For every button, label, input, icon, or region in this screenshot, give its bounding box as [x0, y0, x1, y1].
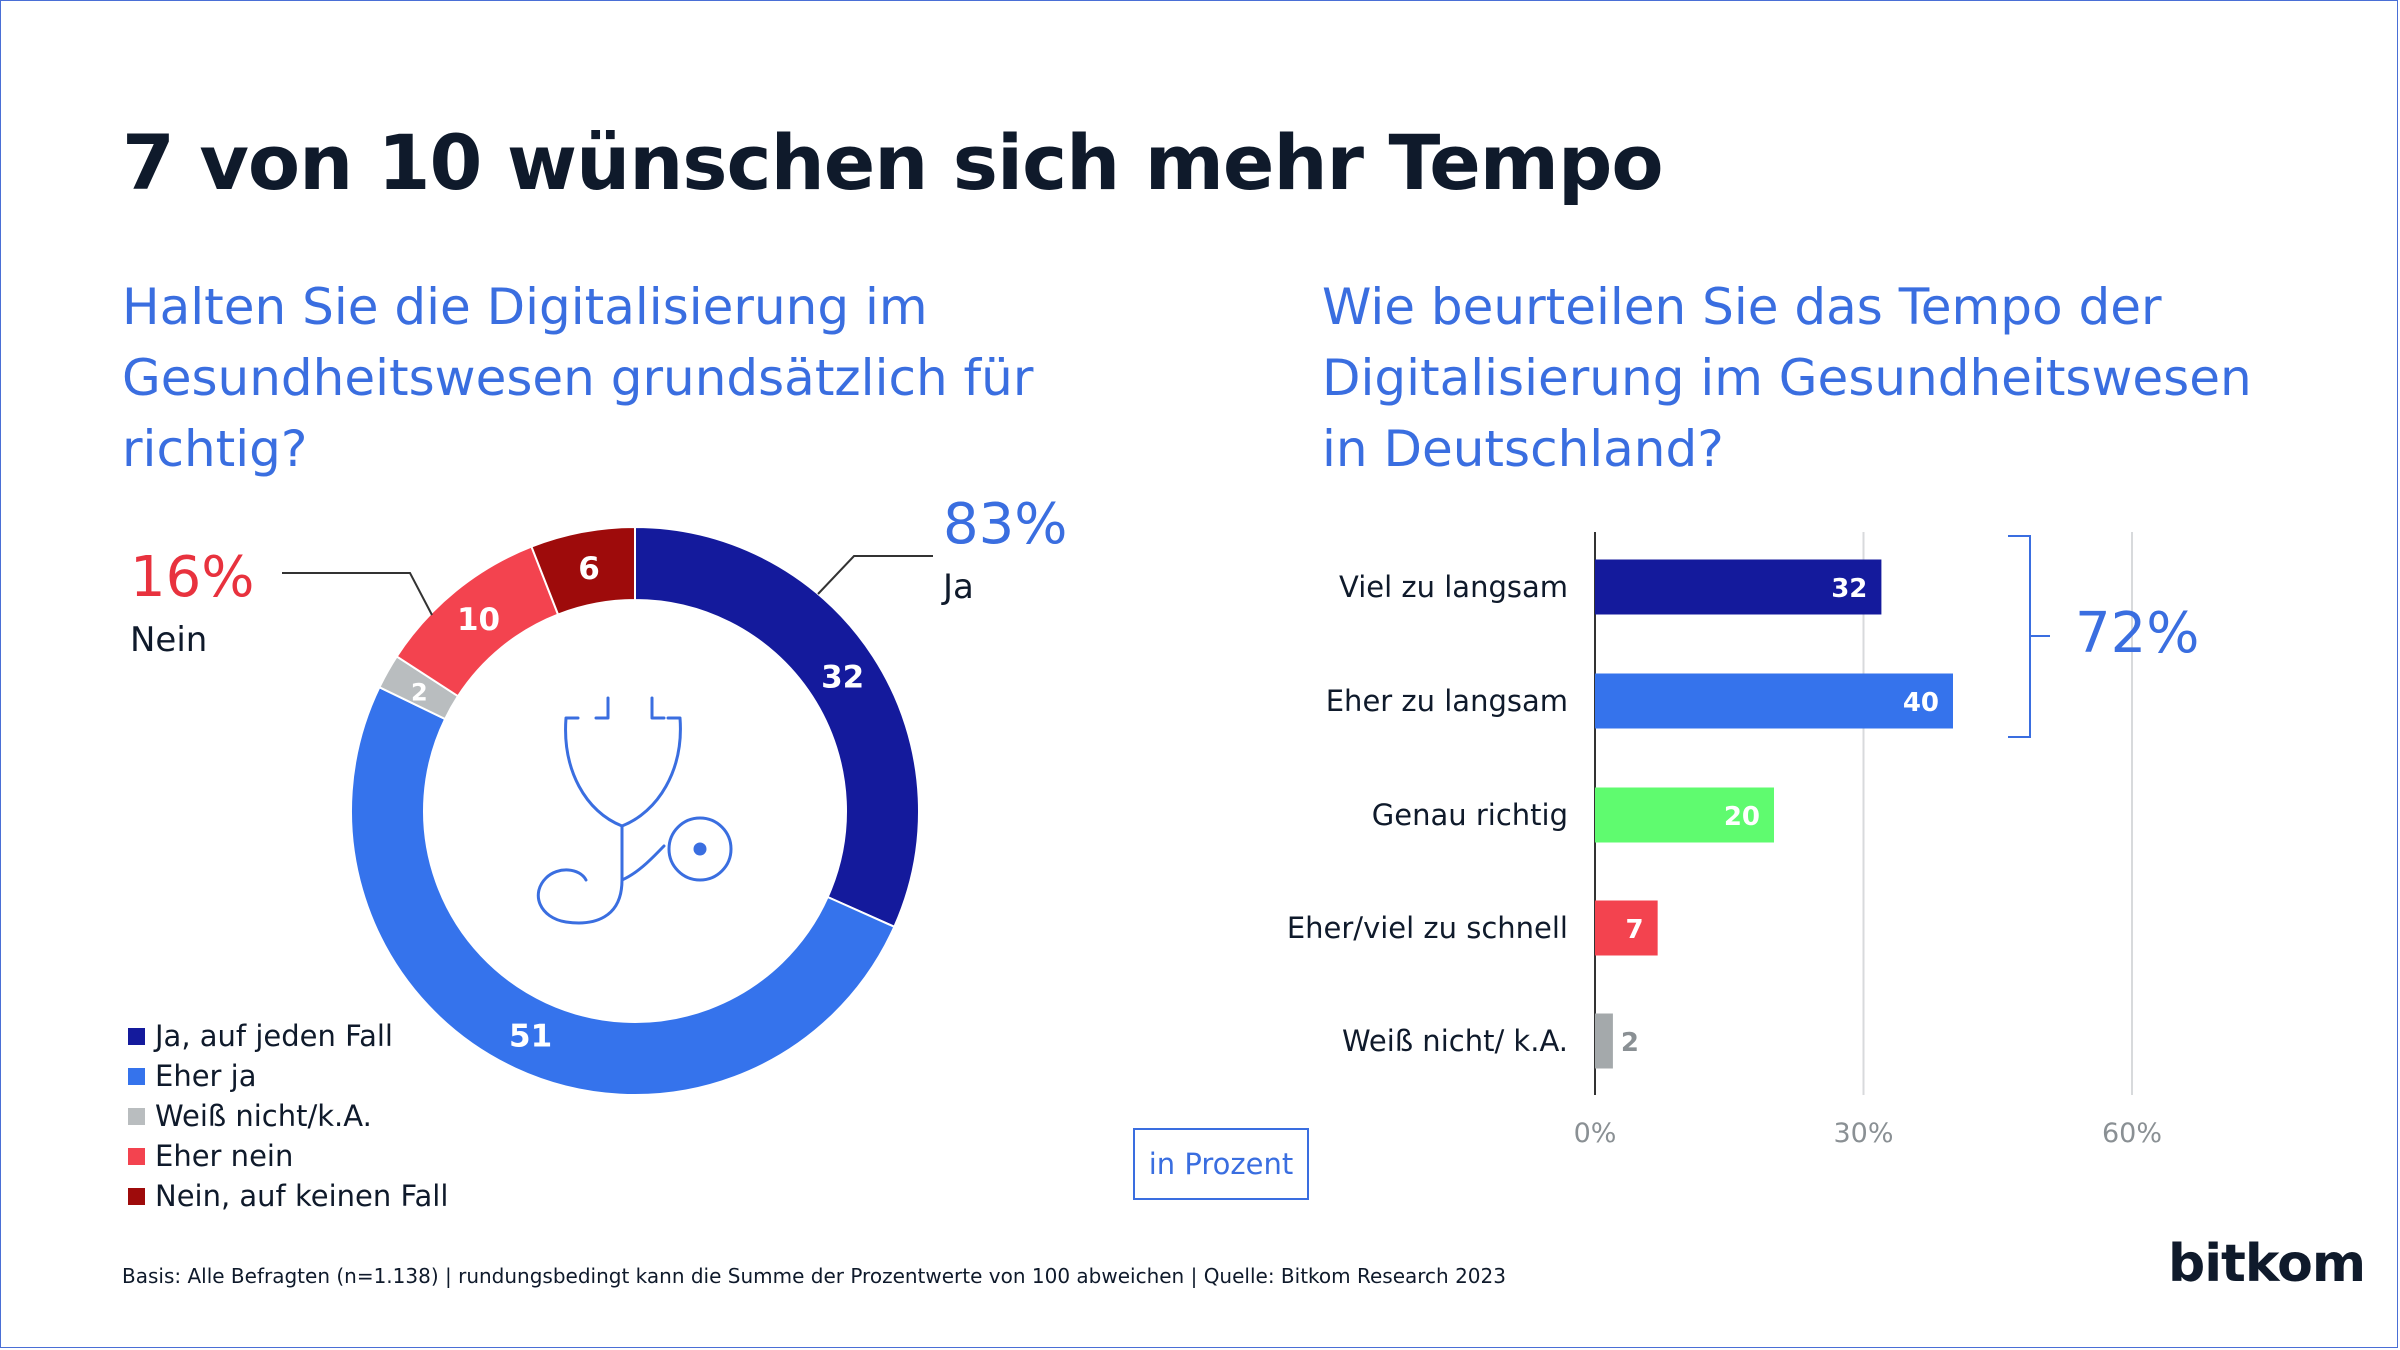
callout-yes-label: Ja	[941, 567, 974, 607]
stethoscope-tubing	[564, 716, 682, 828]
callout-no-value: 16%	[130, 545, 254, 610]
stethoscope-icon	[536, 696, 733, 925]
legend-swatch	[128, 1147, 145, 1165]
bar-1	[1595, 673, 1953, 729]
legend-item: Eher ja	[128, 1056, 448, 1096]
bar-value-label: 32	[1831, 574, 1867, 604]
x-tick-label: 30%	[1833, 1118, 1893, 1149]
donut-slice-4	[530, 525, 636, 616]
bar-3	[1595, 900, 1658, 956]
donut-legend: Ja, auf jeden Fall Eher ja Weiß nicht/k.A.…	[128, 1016, 448, 1216]
callout-yes-value: 83%	[943, 492, 1067, 557]
donut-slice-label-0: 32	[821, 659, 864, 695]
legend-swatch	[128, 1187, 145, 1205]
stethoscope-chestpiece-dot	[693, 842, 707, 856]
stethoscope-link	[620, 844, 666, 882]
legend-swatch	[128, 1107, 145, 1125]
stethoscope-earpieces	[594, 696, 666, 720]
x-tick-label: 60%	[2102, 1118, 2162, 1149]
legend-item: Nein, auf keinen Fall	[128, 1176, 448, 1216]
bar-value-label: 2	[1621, 1028, 1639, 1058]
callout-no-leader	[282, 572, 433, 616]
unit-label: in Prozent	[1148, 1147, 1294, 1181]
legend-label: Nein, auf keinen Fall	[155, 1179, 449, 1213]
donut-slice-label-3: 10	[457, 602, 500, 638]
bitkom-logo: bitkom	[2168, 1234, 2366, 1294]
bar-category-label: Genau richtig	[1372, 798, 1568, 832]
legend-label: Weiß nicht/k.A.	[155, 1099, 372, 1133]
bar-category-label: Weiß nicht/ k.A.	[1342, 1024, 1568, 1058]
donut-question: Halten Sie die Digitalisierung im Gesund…	[122, 278, 1034, 478]
donut-slice-label-2: 2	[411, 678, 428, 706]
bar-value-label: 20	[1724, 802, 1760, 832]
legend-item: Eher nein	[128, 1136, 448, 1176]
unit-label-box: in Prozent	[1133, 1128, 1309, 1200]
bar-category-label: Viel zu langsam	[1339, 570, 1568, 604]
bracket-label: 72%	[2075, 601, 2199, 666]
bar-category-label: Eher/viel zu schnell	[1287, 911, 1568, 945]
bracket-line	[2008, 535, 2050, 738]
donut-slice-0	[634, 525, 920, 929]
legend-label: Ja, auf jeden Fall	[155, 1019, 393, 1053]
bar-4	[1595, 1013, 1613, 1069]
legend-item: Weiß nicht/k.A.	[128, 1096, 448, 1136]
bar-2	[1595, 787, 1774, 843]
bar-value-label: 40	[1903, 688, 1939, 718]
stethoscope-hose	[536, 824, 624, 925]
legend-item: Ja, auf jeden Fall	[128, 1016, 448, 1056]
legend-label: Eher ja	[155, 1059, 257, 1093]
legend-swatch	[128, 1067, 145, 1085]
donut-slice-1	[350, 685, 896, 1096]
bar-category-label: Eher zu langsam	[1326, 684, 1568, 718]
x-tick-label: 0%	[1574, 1118, 1617, 1149]
donut-slice-label-4: 6	[578, 551, 600, 587]
callout-yes-leader	[817, 555, 933, 595]
callout-no-label: Nein	[130, 620, 207, 660]
bar-0	[1595, 559, 1882, 615]
legend-swatch	[128, 1027, 145, 1045]
legend-label: Eher nein	[155, 1139, 294, 1173]
bar-question: Wie beurteilen Sie das Tempo der Digital…	[1322, 278, 2252, 478]
footer-note: Basis: Alle Befragten (n=1.138) | rundun…	[122, 1264, 1506, 1288]
donut-slice-label-1: 51	[509, 1018, 552, 1054]
bar-value-label: 7	[1626, 915, 1644, 945]
page-title: 7 von 10 wünschen sich mehr Tempo	[122, 118, 1664, 207]
stethoscope-chestpiece	[667, 816, 733, 882]
